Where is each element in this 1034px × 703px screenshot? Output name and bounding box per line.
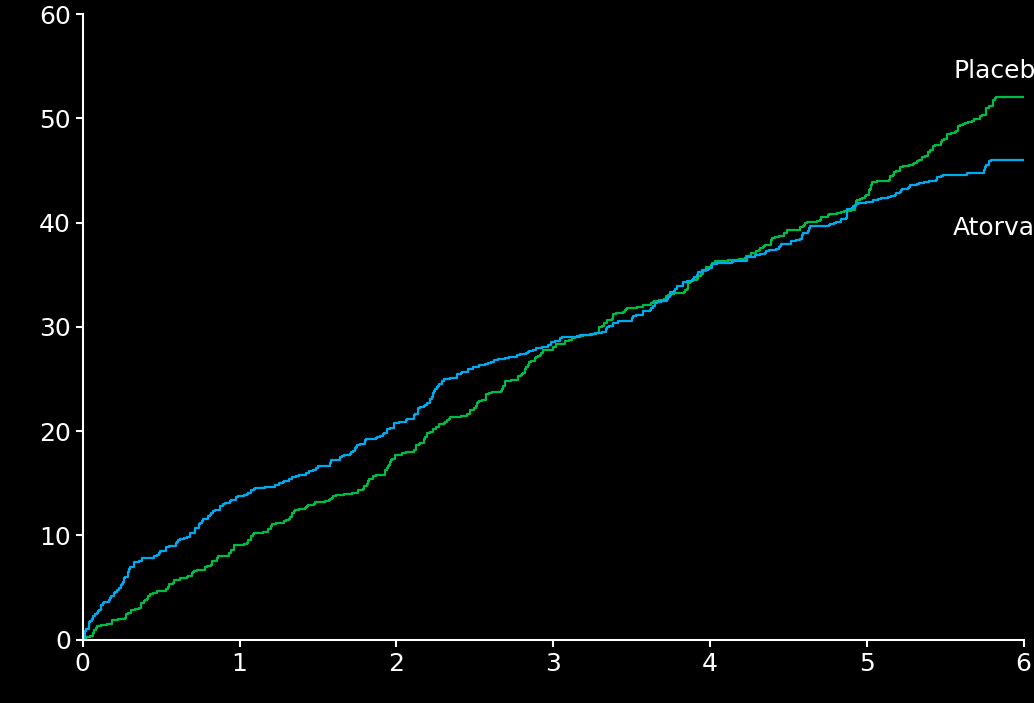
Text: Placebo: Placebo	[953, 60, 1034, 84]
Text: Atorvastatin: Atorvastatin	[953, 216, 1034, 240]
